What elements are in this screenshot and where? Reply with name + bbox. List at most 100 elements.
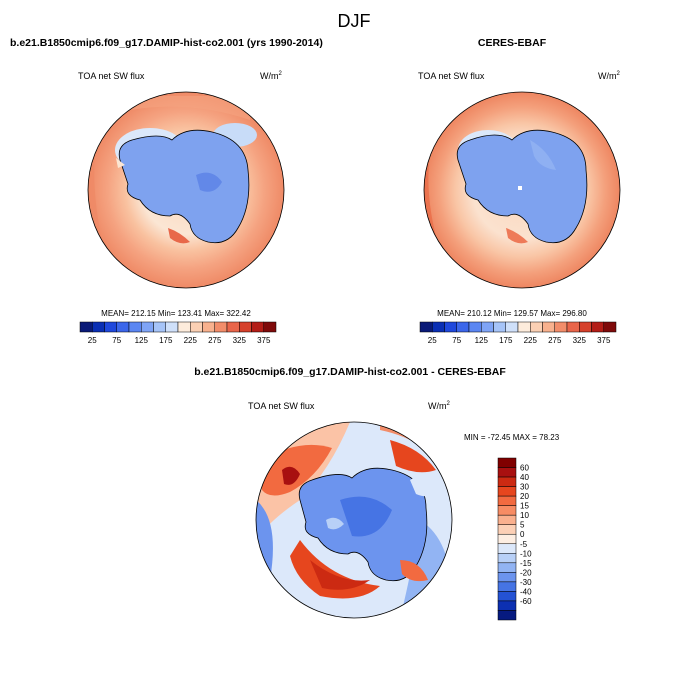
colorbar-box [497, 486, 517, 497]
colorbar-tick-label: 0 [520, 530, 525, 539]
figure-title: DJF [338, 11, 371, 31]
colorbar-box [468, 321, 482, 333]
colorbar-tick-label: -20 [520, 568, 532, 577]
colorbar-tick-label: 30 [520, 483, 529, 492]
colorbar-tick-label: 275 [548, 336, 562, 345]
colorbar-tick-label: 325 [573, 336, 587, 345]
colorbar-tick-label: 40 [520, 473, 529, 482]
colorbar-box [497, 600, 517, 611]
colorbar-box [591, 321, 604, 333]
panel-obs-stats: MEAN= 210.12 Min= 129.57 Max= 296.80 [437, 309, 587, 318]
colorbar-box [141, 321, 154, 333]
colorbar-tick-label: 25 [428, 336, 437, 345]
panel-obs: CERES-EBAF TOA net SW flux W/m2 MEAN= 21… [418, 37, 621, 345]
panel-obs-subtitle: CERES-EBAF [478, 37, 547, 49]
colorbar-box [116, 321, 130, 333]
colorbar-box [554, 321, 568, 333]
colorbar-tick-label: 75 [112, 336, 121, 345]
colorbar-box [497, 562, 517, 573]
colorbar-box [579, 321, 592, 333]
colorbar-tick-label: 75 [452, 336, 461, 345]
colorbar-box [165, 321, 179, 333]
panel-model-stats: MEAN= 212.15 Min= 123.41 Max= 322.42 [101, 309, 251, 318]
colorbar-tick-label: 15 [520, 502, 529, 511]
colorbar-tick-label: 275 [208, 336, 222, 345]
colorbar-tick-label: 375 [597, 336, 611, 345]
colorbar-box [481, 321, 494, 333]
colorbar-tick-label: 20 [520, 492, 529, 501]
colorbar-box [239, 321, 252, 333]
colorbar-tick-label: 175 [159, 336, 173, 345]
colorbar-tick-label: 225 [524, 336, 538, 345]
colorbar-box [497, 553, 517, 564]
colorbar-box [251, 321, 264, 333]
colorbar-tick-label: -10 [520, 549, 532, 558]
colorbar-tick-label: 175 [499, 336, 513, 345]
colorbar-tick-label: -15 [520, 559, 532, 568]
colorbar-box [444, 321, 457, 333]
colorbar-tick-label: 325 [233, 336, 247, 345]
colorbar-box [497, 514, 517, 525]
colorbar-box [202, 321, 215, 333]
colorbar-tick-label: -40 [520, 587, 532, 596]
colorbar-box [177, 321, 191, 333]
panel-obs-colorbar: 25 75 125 175 225 275 325 375 [419, 321, 617, 345]
panel-model: b.e21.B1850cmip6.f09_g17.DAMIP-hist-co2.… [10, 37, 323, 345]
panel-obs-map [424, 92, 620, 288]
colorbar-box [566, 321, 580, 333]
colorbar-box [497, 581, 517, 592]
colorbar-tick-label: 25 [88, 336, 97, 345]
panel-obs-left-label: TOA net SW flux [418, 71, 485, 81]
colorbar-box [456, 321, 470, 333]
colorbar-tick-label: 225 [184, 336, 198, 345]
panel-model-left-label: TOA net SW flux [78, 71, 145, 81]
colorbar-box [497, 524, 517, 535]
panel-obs-units: W/m2 [598, 71, 621, 81]
colorbar-box [497, 467, 517, 478]
panel-diff-left-label: TOA net SW flux [248, 401, 315, 411]
colorbar-tick-label: 375 [257, 336, 271, 345]
colorbar-box [497, 591, 517, 602]
colorbar-box [214, 321, 228, 333]
colorbar-box [79, 321, 93, 333]
colorbar-box [493, 321, 506, 333]
colorbar-box [497, 495, 517, 506]
panel-diff-stats: MIN = -72.45 MAX = 78.23 [464, 433, 560, 442]
colorbar-box [263, 321, 277, 333]
panel-diff-map [256, 422, 452, 618]
colorbar-box [153, 321, 166, 333]
panel-model-map [88, 92, 284, 288]
colorbar-box [517, 321, 531, 333]
colorbar-tick-label: 10 [520, 511, 529, 520]
colorbar-tick-label: 5 [520, 521, 525, 530]
colorbar-tick-label: 125 [475, 336, 489, 345]
colorbar-box [190, 321, 203, 333]
colorbar-box [497, 572, 517, 583]
panel-model-colorbar: 25 75 125 175 225 275 325 375 [79, 321, 277, 345]
colorbar-box [432, 321, 445, 333]
colorbar-tick-label: -60 [520, 597, 532, 606]
colorbar-box [497, 457, 517, 468]
panel-diff-subtitle: b.e21.B1850cmip6.f09_g17.DAMIP-hist-co2.… [194, 366, 506, 378]
colorbar-box [542, 321, 555, 333]
colorbar-tick-label: 125 [135, 336, 149, 345]
colorbar-box [603, 321, 617, 333]
colorbar-tick-label: -30 [520, 578, 532, 587]
colorbar-box [497, 543, 517, 554]
colorbar-box [497, 533, 517, 545]
colorbar-box [505, 321, 519, 333]
colorbar-tick-label: -5 [520, 540, 528, 549]
panel-diff: b.e21.B1850cmip6.f09_g17.DAMIP-hist-co2.… [194, 366, 560, 621]
panel-model-units: W/m2 [260, 71, 283, 81]
colorbar-box [497, 610, 517, 621]
panel-diff-units: W/m2 [428, 401, 451, 411]
colorbar-box [92, 321, 105, 333]
colorbar-box [419, 321, 433, 333]
colorbar-box [104, 321, 117, 333]
panel-model-subtitle: b.e21.B1850cmip6.f09_g17.DAMIP-hist-co2.… [10, 37, 323, 49]
colorbar-box [497, 476, 517, 487]
colorbar-box [128, 321, 142, 333]
colorbar-box [226, 321, 240, 333]
colorbar-box [530, 321, 543, 333]
